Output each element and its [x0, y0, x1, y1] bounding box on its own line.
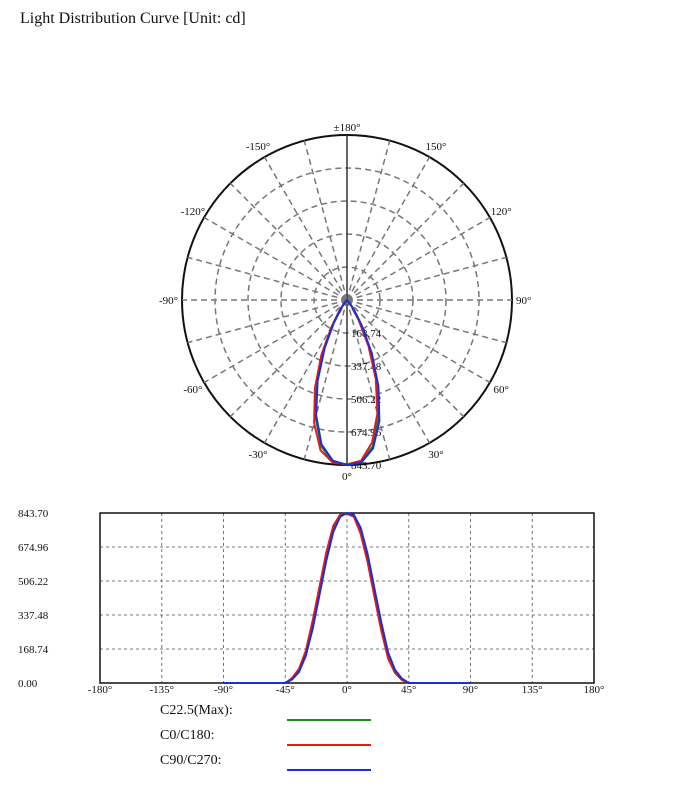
x-tick-label: 135°: [522, 684, 543, 696]
polar-angle-label: -150°: [246, 141, 271, 153]
polar-spoke: [346, 299, 465, 418]
polar-spoke: [346, 216, 491, 301]
polar-spoke: [346, 299, 431, 444]
polar-angle-label: -120°: [181, 206, 206, 218]
polar-angle-label: -60°: [183, 384, 202, 396]
polar-spoke: [203, 299, 348, 384]
polar-chart: ±180° 150° 120° 90° 60° 30° 0° -30° -60° -90° -120…: [159, 122, 531, 483]
polar-spoke: [229, 299, 348, 418]
polar-angle-label: ±180°: [334, 122, 361, 134]
polar-spoke: [263, 299, 348, 444]
x-tick-label: -90°: [214, 684, 233, 696]
y-tick-label: 168.74: [18, 644, 49, 656]
x-tick-label: -135°: [149, 684, 174, 696]
legend-label: C0/C180:: [160, 728, 215, 743]
polar-angle-label: -90°: [159, 295, 178, 307]
x-tick-label: 0°: [342, 684, 352, 696]
polar-angle-label: 120°: [491, 206, 512, 218]
x-tick-label: 45°: [401, 684, 416, 696]
polar-radial-label: 506.22: [351, 394, 381, 406]
polar-spoke: [346, 256, 507, 301]
y-tick-label: 0.00: [18, 678, 38, 690]
polar-angle-label: 30°: [428, 449, 443, 461]
polar-spoke: [346, 140, 391, 301]
polar-spoke: [229, 182, 348, 301]
legend-label: C22.5(Max):: [160, 703, 233, 718]
x-tick-label: -180°: [88, 684, 113, 696]
x-tick-label: 180°: [584, 684, 605, 696]
polar-spoke: [346, 156, 431, 301]
polar-series-c90-c270: [315, 298, 381, 467]
page-title: Light Distribution Curve [Unit: cd]: [20, 10, 246, 27]
polar-angle-label: 150°: [426, 141, 447, 153]
x-tick-label: 90°: [463, 684, 478, 696]
polar-radial-label: 168.74: [351, 328, 382, 340]
polar-spoke: [346, 299, 391, 460]
polar-spoke: [346, 299, 491, 384]
polar-angle-label: 90°: [516, 295, 531, 307]
legend-label: C90/C270:: [160, 753, 222, 768]
polar-spoke: [203, 216, 348, 301]
polar-angle-label: 0°: [342, 471, 352, 483]
y-tick-label: 337.48: [18, 610, 49, 622]
polar-spoke: [303, 299, 348, 460]
polar-spoke: [263, 156, 348, 301]
line-series-c90-c270: [223, 511, 471, 684]
polar-spoke: [187, 299, 348, 344]
polar-spoke: [346, 182, 465, 301]
polar-spoke: [346, 299, 507, 344]
y-tick-label: 843.70: [18, 508, 49, 520]
polar-spoke: [303, 140, 348, 301]
y-tick-label: 674.96: [18, 542, 49, 554]
y-tick-label: 506.22: [18, 576, 48, 588]
x-tick-label: -45°: [276, 684, 295, 696]
polar-angle-label: 60°: [493, 384, 508, 396]
polar-spoke: [187, 256, 348, 301]
polar-angle-label: -30°: [248, 449, 267, 461]
